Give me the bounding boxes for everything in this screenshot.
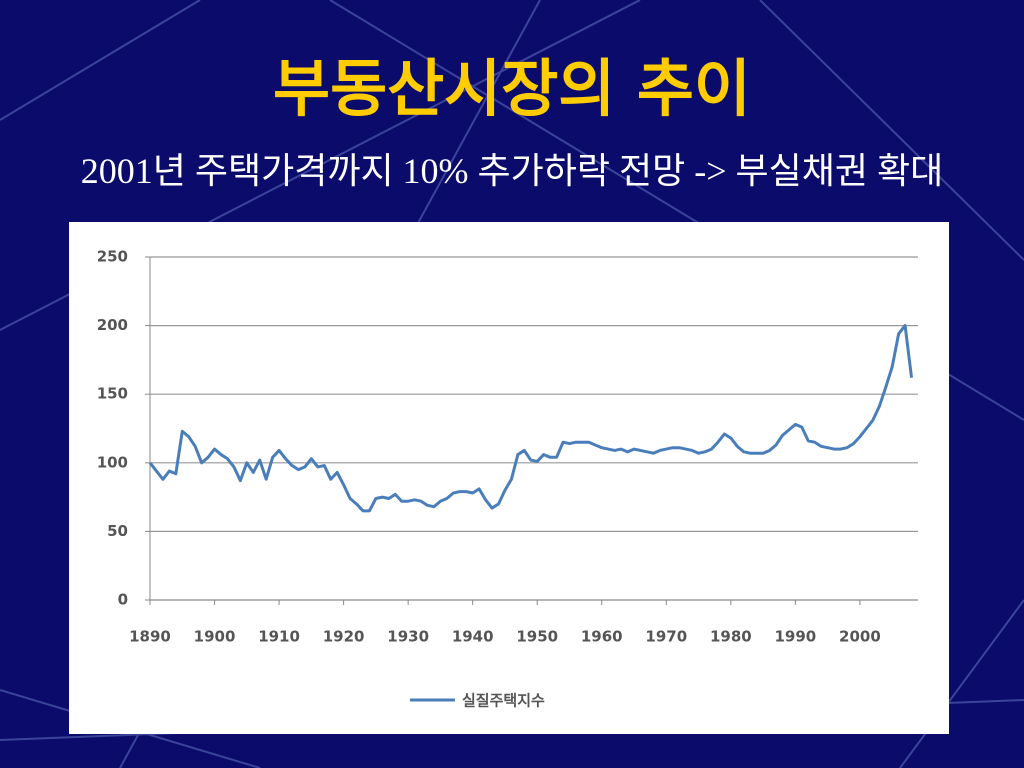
y-tick-label: 50 <box>107 522 128 540</box>
data-line <box>148 324 914 513</box>
x-tick-label: 1970 <box>645 628 687 646</box>
x-tick-label: 1910 <box>258 628 300 646</box>
legend-label: 실질주택지수 <box>462 692 545 710</box>
x-tick-label: 2000 <box>839 628 881 646</box>
slide-subtitle: 2001년 주택가격까지 10% 추가하락 전망 -> 부실채권 확대 <box>80 151 944 191</box>
slide-title: 부동산시장의 추이 <box>273 52 751 125</box>
x-tick-label: 1890 <box>129 628 171 646</box>
x-tick-label: 1980 <box>710 628 752 646</box>
x-tick-label: 1940 <box>452 628 494 646</box>
x-tick-label: 1900 <box>194 628 236 646</box>
chart: 0 50 100 150 200 250 1890 1900 1910 1920 1930 1940 1… <box>69 222 949 734</box>
x-tick-label: 1920 <box>323 628 365 646</box>
x-tick-label: 1950 <box>516 628 558 646</box>
y-tick-label: 150 <box>97 385 128 403</box>
x-tick-label: 1960 <box>581 628 623 646</box>
y-tick-label: 200 <box>97 316 128 334</box>
x-tick-label: 1990 <box>775 628 817 646</box>
y-tick-label: 250 <box>97 248 128 266</box>
y-tick-label: 0 <box>118 591 128 609</box>
x-tick-label: 1930 <box>387 628 429 646</box>
y-tick-label: 100 <box>97 453 128 471</box>
